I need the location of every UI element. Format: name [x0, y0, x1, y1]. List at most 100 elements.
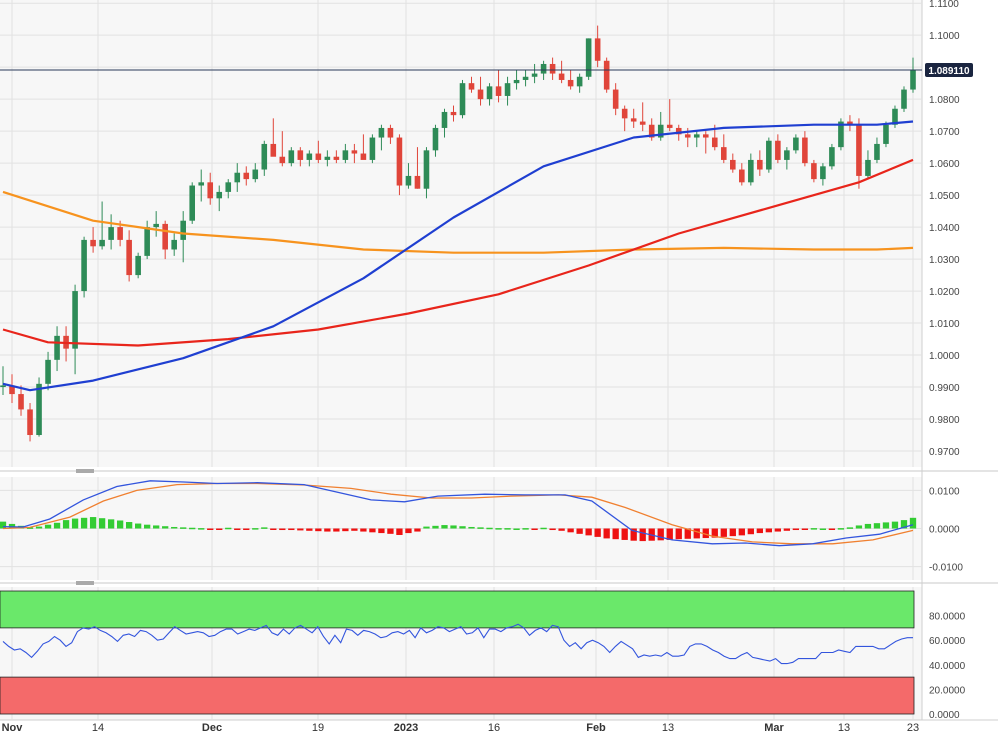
candle-down	[243, 172, 250, 180]
candle-down	[90, 239, 96, 247]
candle-down	[730, 159, 736, 170]
x-tick-label: 2023	[394, 722, 418, 734]
candle-up	[513, 79, 520, 84]
macd-bar-negative	[549, 528, 556, 531]
candle-down	[684, 134, 691, 138]
price-tick-label: 0.9800	[929, 415, 960, 426]
macd-bar-negative	[369, 528, 376, 533]
macd-bar-negative	[387, 528, 394, 534]
candle-down	[27, 409, 33, 436]
macd-bar-positive	[225, 527, 232, 530]
macd-bar-positive	[53, 522, 61, 529]
macd-tick-label: -0.0100	[929, 563, 963, 574]
macd-bar-negative	[324, 528, 331, 532]
candle-up	[540, 63, 547, 74]
candle-down	[549, 63, 556, 74]
macd-bar-negative	[558, 528, 565, 531]
macd-bar-negative	[756, 528, 763, 534]
macd-bar-positive	[855, 525, 863, 529]
macd-bar-positive	[261, 527, 268, 529]
candle-down	[162, 223, 168, 250]
macd-bar-negative	[630, 528, 637, 541]
macd-bar-positive	[134, 523, 142, 529]
macd-bar-positive	[0, 521, 7, 529]
candle-up	[81, 239, 87, 292]
candle-up	[793, 137, 799, 151]
candles-group	[0, 25, 916, 442]
candle-down	[603, 60, 610, 90]
macd-bar-negative	[738, 528, 745, 536]
candle-down	[450, 111, 457, 116]
price-tick-label: 1.0300	[929, 255, 960, 266]
macd-bar-positive	[153, 525, 160, 529]
candle-up	[171, 239, 177, 250]
macd-bar-negative	[414, 528, 421, 532]
candle-up	[504, 83, 511, 96]
candle-up	[576, 76, 583, 87]
macd-bar-negative	[297, 528, 304, 531]
price-pane-background	[0, 0, 922, 467]
rsi-tick-label: 60.0000	[929, 636, 966, 647]
x-tick-label: Mar	[764, 722, 784, 734]
macd-bar-positive	[486, 527, 493, 530]
macd-bar-negative	[603, 528, 610, 539]
candle-down	[315, 153, 322, 160]
macd-tick-label: 0.0100	[929, 486, 960, 497]
candle-up	[324, 156, 331, 160]
ma-red-line	[2, 158, 914, 347]
pane-resize-handle	[76, 581, 94, 585]
candle-up	[441, 111, 448, 128]
rsi-tick-label: 20.0000	[929, 685, 966, 696]
candle-up	[865, 159, 871, 176]
macd-tick-label: 0.0000	[929, 525, 960, 536]
candle-down	[477, 89, 484, 100]
candle-down	[567, 79, 574, 87]
macd-bar-positive	[62, 520, 70, 529]
candle-up	[108, 227, 114, 240]
candle-down	[720, 147, 727, 160]
candle-down	[711, 137, 718, 148]
macd-bar-negative	[657, 528, 664, 541]
candle-up	[838, 121, 844, 148]
ma-blue-line	[2, 120, 914, 392]
macd-bar-negative	[279, 528, 286, 531]
candle-up	[342, 150, 349, 160]
candle-up	[892, 108, 898, 125]
macd-bar-negative	[234, 528, 241, 530]
rsi-tick-label: 40.0000	[929, 661, 966, 672]
candle-down	[639, 121, 646, 125]
macd-bar-negative	[333, 528, 340, 532]
candle-up	[135, 255, 141, 276]
candle-up	[522, 76, 529, 80]
candle-up	[378, 127, 385, 138]
x-tick-label: 13	[662, 722, 674, 734]
macd-bar-negative	[729, 528, 736, 537]
price-tick-label: 1.1000	[929, 31, 960, 42]
macd-bar-positive	[125, 522, 133, 529]
candle-down	[207, 182, 214, 199]
price-tick-label: 1.1100	[929, 0, 959, 10]
macd-bar-positive	[873, 523, 881, 529]
macd-bar-positive	[80, 517, 88, 529]
macd-bar-positive	[819, 528, 827, 530]
candle-down	[117, 227, 123, 240]
candle-down	[126, 239, 132, 276]
last-price-label: 1.089110	[928, 66, 970, 77]
macd-bar-negative	[216, 528, 223, 530]
macd-bar-negative	[306, 528, 313, 531]
candle-up	[72, 291, 78, 349]
candle-up	[531, 73, 538, 77]
macd-bar-negative	[567, 528, 574, 533]
candle-up	[36, 383, 42, 436]
candle-down	[775, 140, 781, 160]
macd-bar-negative	[360, 528, 367, 532]
macd-bar-positive	[450, 525, 457, 529]
candle-down	[648, 124, 655, 138]
macd-bar-positive	[909, 517, 917, 529]
price-tick-label: 0.9900	[929, 383, 960, 394]
macd-bar-positive	[144, 524, 151, 529]
candle-up	[901, 89, 907, 109]
candle-down	[739, 169, 745, 183]
ma-orange-line	[2, 190, 914, 254]
